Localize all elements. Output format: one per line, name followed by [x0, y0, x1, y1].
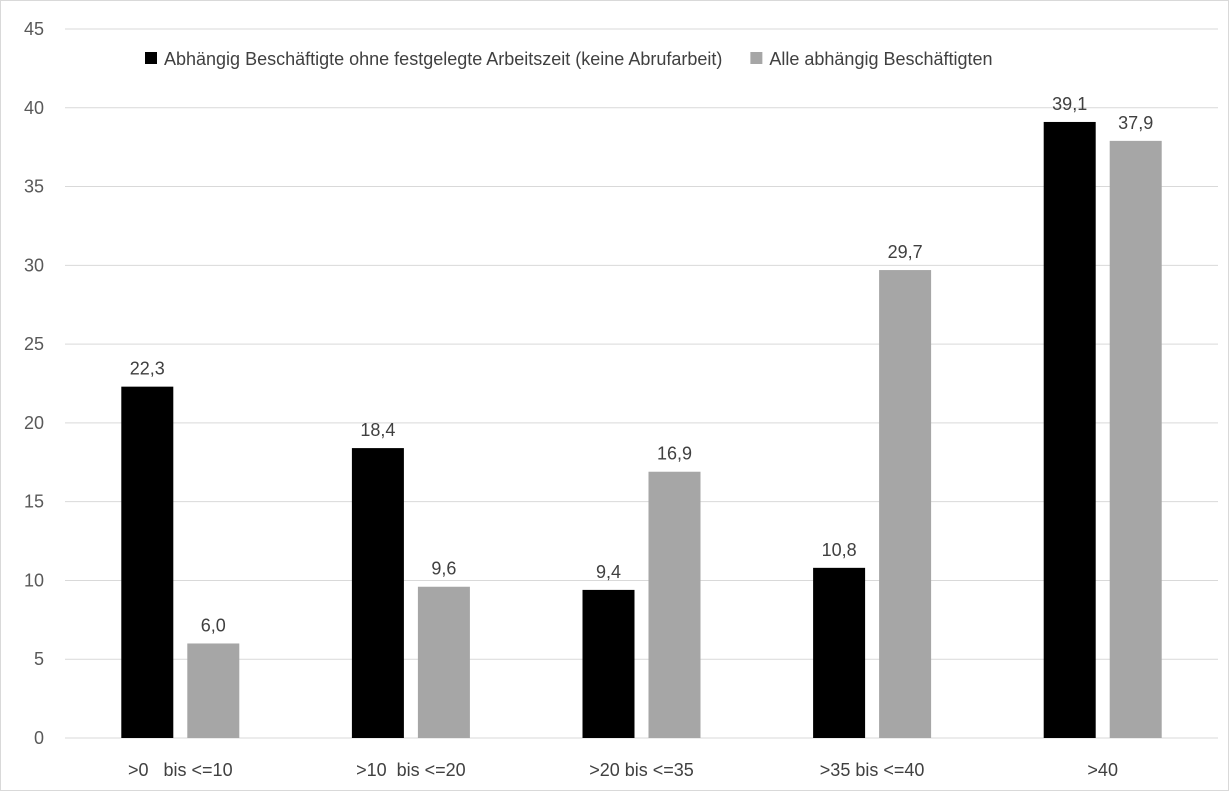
x-tick-label: >0 bis <=10	[128, 760, 233, 780]
bar-series-2-3	[648, 471, 701, 738]
legend-swatch-1	[145, 52, 157, 64]
y-tick-label: 5	[34, 649, 44, 669]
legend-label-1: Abhängig Beschäftigte ohne festgelegte A…	[164, 49, 722, 69]
data-label: 22,3	[130, 359, 165, 379]
y-tick-label: 30	[24, 255, 44, 275]
bar-series-1-3	[582, 589, 635, 738]
bar-series-1-2	[351, 448, 404, 738]
y-tick-label: 40	[24, 98, 44, 118]
bar-series-2-2	[417, 586, 470, 738]
bar-series-1-5	[1043, 121, 1096, 739]
data-label: 18,4	[360, 420, 395, 440]
data-label: 39,1	[1052, 94, 1087, 114]
data-label: 29,7	[888, 242, 923, 262]
y-tick-label: 20	[24, 413, 44, 433]
y-tick-label: 0	[34, 728, 44, 748]
x-tick-label: >35 bis <=40	[820, 760, 925, 780]
data-label: 37,9	[1118, 113, 1153, 133]
x-tick-label: >40	[1087, 760, 1118, 780]
data-label: 6,0	[201, 615, 226, 635]
x-tick-label: >20 bis <=35	[589, 760, 694, 780]
y-tick-label: 10	[24, 570, 44, 590]
y-tick-label: 25	[24, 334, 44, 354]
bar-series-1-1	[121, 386, 174, 738]
x-tick-label: >10 bis <=20	[356, 760, 466, 780]
y-tick-label: 45	[24, 19, 44, 39]
legend-swatch-2	[750, 52, 763, 64]
data-label: 9,4	[596, 562, 621, 582]
bar-series-2-4	[879, 270, 932, 738]
bar-series-2-1	[187, 643, 240, 738]
y-tick-label: 15	[24, 492, 44, 512]
data-label: 16,9	[657, 444, 692, 464]
legend-label-2: Alle abhängig Beschäftigten	[769, 49, 992, 69]
bar-series-2-5	[1109, 140, 1162, 738]
data-label: 9,6	[431, 559, 456, 579]
data-label: 10,8	[822, 540, 857, 560]
bar-series-1-4	[813, 567, 866, 738]
y-tick-label: 35	[24, 177, 44, 197]
